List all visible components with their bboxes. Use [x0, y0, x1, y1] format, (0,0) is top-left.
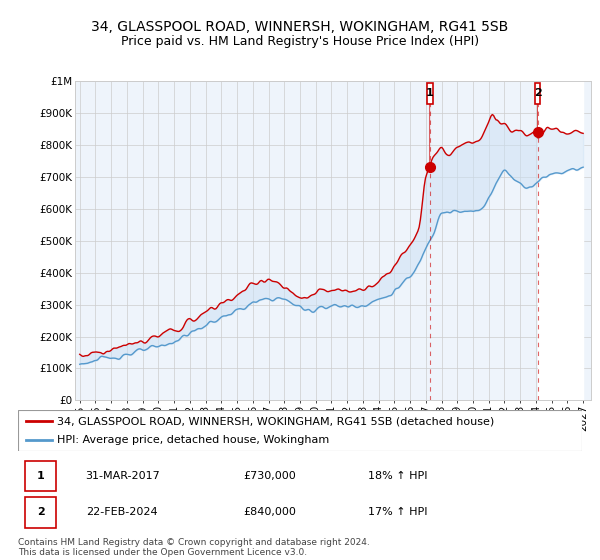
Text: 1: 1 [426, 88, 434, 98]
Text: £840,000: £840,000 [244, 507, 296, 517]
Text: 18% ↑ HPI: 18% ↑ HPI [368, 471, 427, 481]
Text: 22-FEB-2024: 22-FEB-2024 [86, 507, 157, 517]
FancyBboxPatch shape [427, 83, 433, 104]
Text: £730,000: £730,000 [244, 471, 296, 481]
Bar [25, 461, 56, 491]
Text: 34, GLASSPOOL ROAD, WINNERSH, WOKINGHAM, RG41 5SB (detached house): 34, GLASSPOOL ROAD, WINNERSH, WOKINGHAM,… [58, 417, 495, 426]
Text: Contains HM Land Registry data © Crown copyright and database right 2024.
This d: Contains HM Land Registry data © Crown c… [18, 538, 370, 557]
Text: 17% ↑ HPI: 17% ↑ HPI [368, 507, 427, 517]
Text: HPI: Average price, detached house, Wokingham: HPI: Average price, detached house, Woki… [58, 435, 330, 445]
FancyBboxPatch shape [535, 83, 540, 104]
Text: 31-MAR-2017: 31-MAR-2017 [86, 471, 160, 481]
Bar [25, 497, 56, 528]
Text: 2: 2 [533, 88, 541, 98]
Text: 1: 1 [37, 471, 44, 481]
Text: Price paid vs. HM Land Registry's House Price Index (HPI): Price paid vs. HM Land Registry's House … [121, 35, 479, 48]
Text: 34, GLASSPOOL ROAD, WINNERSH, WOKINGHAM, RG41 5SB: 34, GLASSPOOL ROAD, WINNERSH, WOKINGHAM,… [91, 20, 509, 34]
Text: 2: 2 [37, 507, 44, 517]
